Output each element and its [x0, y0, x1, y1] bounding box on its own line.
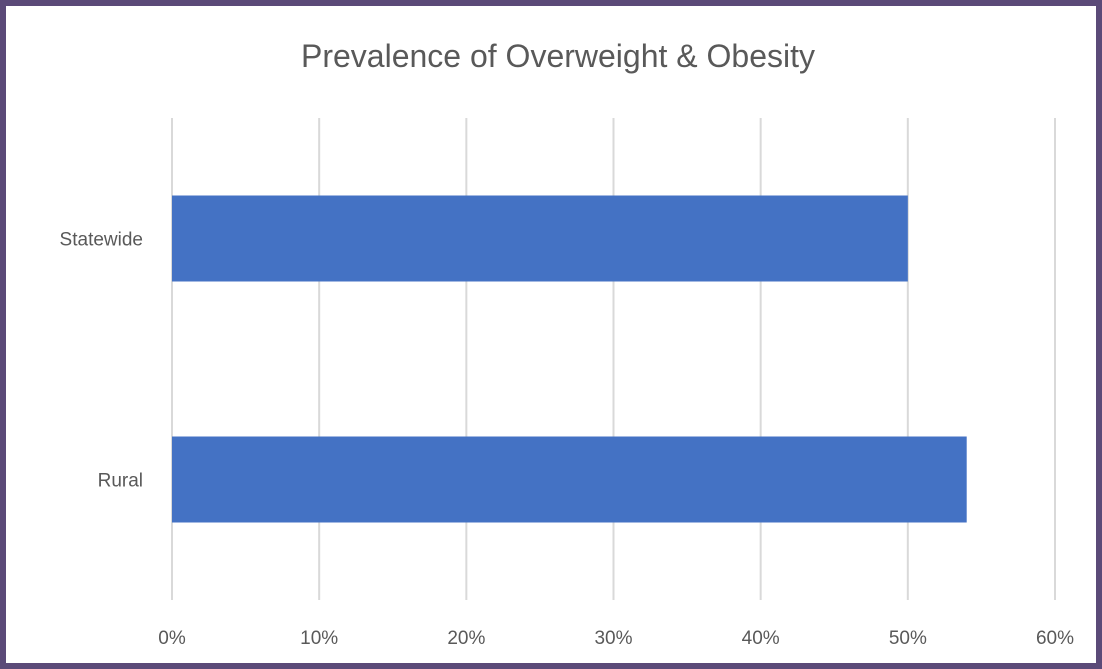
bar-rural: [172, 436, 967, 523]
chart-title: Prevalence of Overweight & Obesity: [301, 38, 815, 74]
x-tick-label: 40%: [742, 628, 780, 649]
chart-frame: [6, 6, 1096, 663]
category-label-statewide: Statewide: [60, 230, 143, 251]
x-tick-label: 10%: [300, 628, 338, 649]
gridlines: [171, 118, 1056, 600]
bars: [172, 195, 967, 523]
x-axis-tick-labels: 0% 10% 20% 30% 40% 50% 60%: [158, 628, 1074, 649]
x-tick-label: 60%: [1036, 628, 1074, 649]
x-tick-label: 30%: [594, 628, 632, 649]
x-tick-label: 50%: [889, 628, 927, 649]
bar-statewide: [172, 195, 908, 282]
x-tick-label: 0%: [158, 628, 186, 649]
category-label-rural: Rural: [98, 471, 143, 492]
x-tick-label: 20%: [447, 628, 485, 649]
category-labels: Statewide Rural: [60, 230, 143, 492]
